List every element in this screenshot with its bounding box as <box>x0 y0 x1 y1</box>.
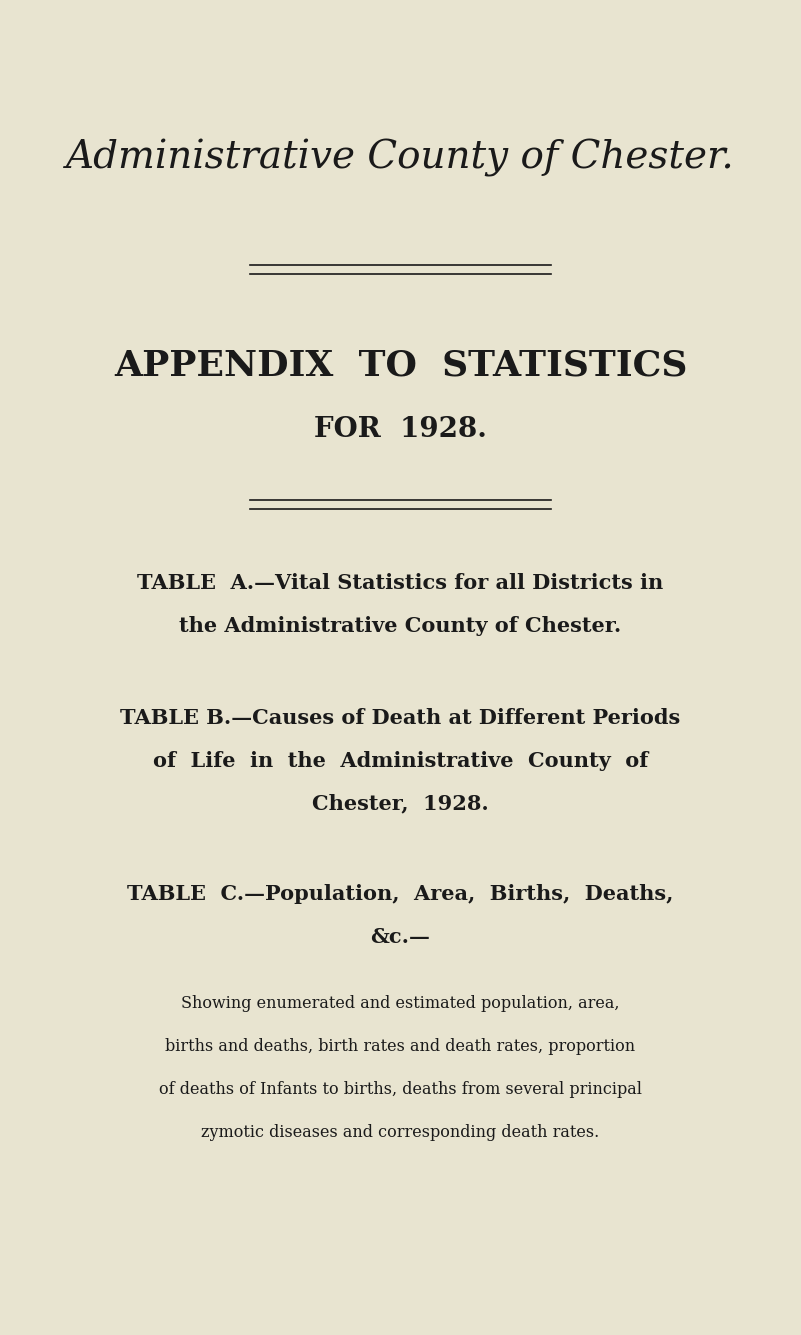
Text: Chester,  1928.: Chester, 1928. <box>312 794 489 813</box>
Text: births and deaths, birth rates and death rates, proportion: births and deaths, birth rates and death… <box>166 1039 635 1055</box>
Text: &c.—: &c.— <box>371 928 430 947</box>
Text: Showing enumerated and estimated population, area,: Showing enumerated and estimated populat… <box>181 996 620 1012</box>
Text: zymotic diseases and corresponding death rates.: zymotic diseases and corresponding death… <box>201 1124 600 1140</box>
Text: TABLE  A.—Vital Statistics for all Districts in: TABLE A.—Vital Statistics for all Distri… <box>138 574 663 593</box>
Text: FOR  1928.: FOR 1928. <box>314 417 487 443</box>
Text: TABLE  C.—Population,  Area,  Births,  Deaths,: TABLE C.—Population, Area, Births, Death… <box>127 885 674 904</box>
Text: APPENDIX  TO  STATISTICS: APPENDIX TO STATISTICS <box>114 348 687 383</box>
Text: of  Life  in  the  Administrative  County  of: of Life in the Administrative County of <box>153 752 648 770</box>
Text: TABLE B.—Causes of Death at Different Periods: TABLE B.—Causes of Death at Different Pe… <box>120 709 681 728</box>
Text: of deaths of Infants to births, deaths from several principal: of deaths of Infants to births, deaths f… <box>159 1081 642 1097</box>
Text: Administrative County of Chester.: Administrative County of Chester. <box>66 139 735 176</box>
Text: the Administrative County of Chester.: the Administrative County of Chester. <box>179 617 622 635</box>
